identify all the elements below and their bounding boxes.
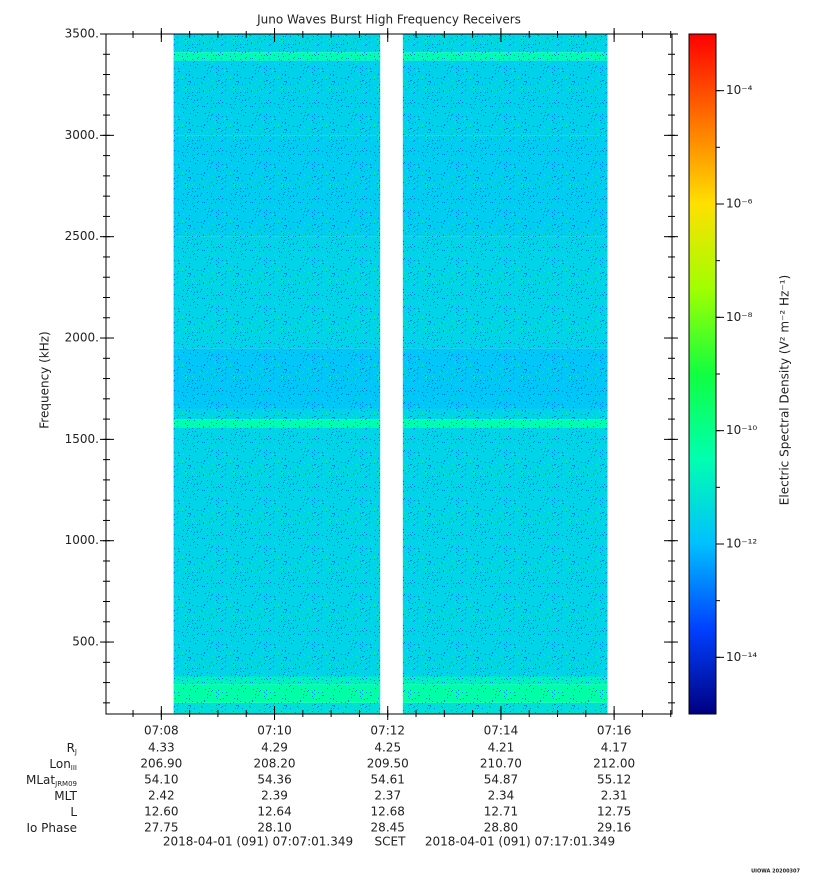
ephemeris-label: RJ <box>67 741 77 757</box>
ephemeris-value: 54.36 <box>257 773 291 787</box>
x-tick-label: 07:12 <box>370 724 405 738</box>
ephemeris-name: Io Phase <box>26 821 77 835</box>
ephemeris-name: R <box>67 741 75 755</box>
ephemeris-value: 4.17 <box>601 741 628 755</box>
ephemeris-value: 27.75 <box>144 821 178 835</box>
colorbar-label: Electric Spectral Density (V² m⁻² Hz⁻¹) <box>778 275 792 505</box>
ephemeris-name: L <box>70 805 77 819</box>
ephemeris-value: 12.75 <box>597 805 631 819</box>
ephemeris-value: 12.68 <box>371 805 405 819</box>
chart-title: Juno Waves Burst High Frequency Receiver… <box>256 13 521 27</box>
ephemeris-value: 208.20 <box>254 757 296 771</box>
ephemeris-subscript: III <box>71 764 77 772</box>
ephemeris-label: MLatJRM09 <box>26 773 77 789</box>
ephemeris-value: 209.50 <box>367 757 409 771</box>
ephemeris-label: L <box>70 805 77 819</box>
ephemeris-value: 2.31 <box>601 789 628 803</box>
colorbar-tick-label: 10⁻⁶ <box>726 197 753 211</box>
ephemeris-name: Lon <box>49 757 70 771</box>
y-tick-label: 3000. <box>65 128 99 142</box>
ephemeris-label: MLT <box>54 789 77 803</box>
credit: UIOWA 20200307 <box>751 869 800 875</box>
ephemeris-label: LonIII <box>49 757 77 773</box>
ephemeris-value: 2.37 <box>374 789 401 803</box>
ephemeris-value: 12.71 <box>484 805 518 819</box>
ephemeris-value: 28.45 <box>371 821 405 835</box>
colorbar-tick-label: 10⁻⁸ <box>726 310 753 324</box>
y-axis-label: Frequency (kHz) <box>38 331 52 428</box>
colorbar-tick-label: 10⁻⁴ <box>726 83 753 97</box>
noise-texture <box>173 34 381 714</box>
ephemeris-subscript: JRM09 <box>54 780 77 788</box>
y-tick-label: 2500. <box>65 229 99 243</box>
ephemeris-value: 29.16 <box>597 821 631 835</box>
ephemeris-value: 4.33 <box>148 741 175 755</box>
ephemeris-value: 212.00 <box>593 757 635 771</box>
ephemeris-value: 4.29 <box>261 741 288 755</box>
x-tick-label: 07:08 <box>144 724 179 738</box>
ephemeris-value: 54.10 <box>144 773 178 787</box>
end-time: 2018-04-01 (091) 07:17:01.349 <box>425 835 615 849</box>
ephemeris-value: 28.10 <box>257 821 291 835</box>
colorbar-tick-label: 10⁻¹² <box>726 537 757 551</box>
x-tick-label: 07:16 <box>597 724 632 738</box>
y-tick-label: 500. <box>72 635 99 649</box>
noise-texture <box>402 34 608 714</box>
colorbar <box>688 33 717 715</box>
time-system: SCET <box>375 835 407 849</box>
start-time: 2018-04-01 (091) 07:07:01.349 <box>163 835 353 849</box>
ephemeris-value: 54.87 <box>484 773 518 787</box>
colorbar-tick-label: 10⁻¹⁰ <box>726 423 757 437</box>
plot-frame <box>105 33 673 715</box>
ephemeris-value: 206.90 <box>140 757 182 771</box>
ephemeris-value: 210.70 <box>480 757 522 771</box>
colorbar-tick-label: 10⁻¹⁴ <box>726 650 757 664</box>
ephemeris-value: 2.42 <box>148 789 175 803</box>
ephemeris-value: 28.80 <box>484 821 518 835</box>
y-tick-label: 2000. <box>65 331 99 345</box>
ephemeris-name: MLT <box>54 789 77 803</box>
ephemeris-subscript: J <box>74 748 77 756</box>
y-tick-label: 3500. <box>65 27 99 41</box>
x-tick-label: 07:10 <box>257 724 292 738</box>
y-tick-label: 1000. <box>65 533 99 547</box>
x-tick-label: 07:14 <box>484 724 519 738</box>
ephemeris-value: 12.64 <box>257 805 291 819</box>
ephemeris-value: 4.21 <box>488 741 515 755</box>
ephemeris-label: Io Phase <box>26 821 77 835</box>
ephemeris-value: 2.34 <box>488 789 515 803</box>
y-tick-label: 1500. <box>65 432 99 446</box>
ephemeris-value: 2.39 <box>261 789 288 803</box>
ephemeris-value: 12.60 <box>144 805 178 819</box>
ephemeris-name: MLat <box>26 773 55 787</box>
ephemeris-value: 55.12 <box>597 773 631 787</box>
ephemeris-value: 54.61 <box>371 773 405 787</box>
ephemeris-value: 4.25 <box>374 741 401 755</box>
